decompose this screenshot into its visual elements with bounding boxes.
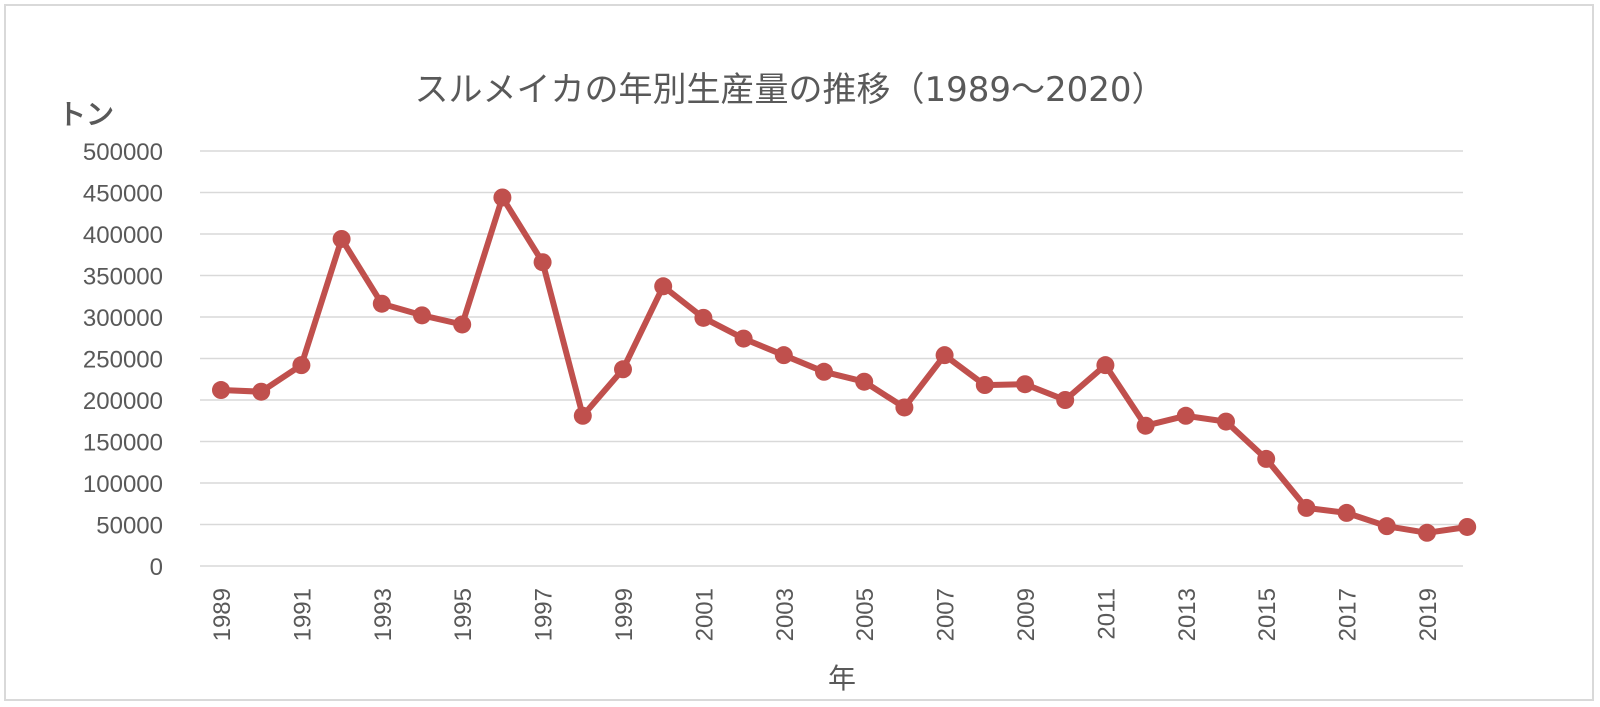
y-tick-label: 500000 bbox=[83, 139, 163, 166]
data-point bbox=[975, 376, 994, 395]
data-point bbox=[815, 362, 833, 381]
y-tick-label: 200000 bbox=[83, 388, 163, 415]
x-tick-label: 1997 bbox=[531, 588, 558, 641]
data-point bbox=[252, 382, 271, 401]
data-point bbox=[1337, 503, 1356, 522]
y-tick-label: 300000 bbox=[83, 305, 163, 332]
gridlines bbox=[200, 150, 1463, 567]
x-tick-label: 2019 bbox=[1415, 588, 1442, 641]
y-tick-label: 50000 bbox=[96, 513, 163, 540]
data-point bbox=[372, 294, 391, 313]
x-tick-label: 2011 bbox=[1093, 588, 1120, 640]
data-point bbox=[453, 315, 472, 334]
data-point bbox=[935, 346, 954, 365]
data-point bbox=[533, 253, 552, 272]
x-tick-label: 2015 bbox=[1254, 588, 1281, 641]
data-point bbox=[654, 277, 673, 296]
y-tick-label: 150000 bbox=[83, 430, 163, 457]
data-point bbox=[1458, 517, 1477, 536]
data-point bbox=[1257, 449, 1276, 468]
y-tick-label: 350000 bbox=[83, 264, 163, 291]
data-point bbox=[855, 372, 874, 391]
x-tick-label: 1995 bbox=[450, 588, 477, 641]
chart-frame bbox=[4, 4, 1594, 701]
x-tick-label: 2001 bbox=[691, 588, 718, 641]
data-point bbox=[734, 329, 753, 348]
y-tick-label: 400000 bbox=[83, 222, 163, 249]
y-axis-ticks: 0 50000 100000 150000 200000 250000 300000 3500… bbox=[83, 139, 163, 581]
data-point bbox=[1056, 391, 1075, 409]
data-point bbox=[1016, 375, 1034, 394]
data-point bbox=[573, 406, 592, 425]
x-tick-label: 1993 bbox=[370, 588, 397, 641]
x-tick-label: 2017 bbox=[1335, 588, 1362, 641]
data-point bbox=[413, 306, 431, 325]
x-axis-ticks: 1989 1991 1993 1995 1997 1999 2001 2003 2005 2007… bbox=[209, 588, 1442, 641]
y-tick-label: 0 bbox=[150, 554, 163, 581]
x-tick-label: 1991 bbox=[289, 588, 316, 641]
y-tick-label: 100000 bbox=[83, 471, 163, 498]
data-point bbox=[1136, 416, 1155, 435]
data-point bbox=[1377, 517, 1396, 536]
x-tick-label: 2003 bbox=[772, 588, 799, 641]
data-point bbox=[493, 188, 512, 207]
x-tick-label: 2007 bbox=[933, 588, 960, 641]
data-point bbox=[1217, 412, 1235, 431]
y-tick-label: 250000 bbox=[83, 347, 163, 374]
data-series bbox=[212, 188, 1477, 542]
data-point bbox=[332, 229, 351, 248]
data-point bbox=[1096, 356, 1115, 375]
x-axis-label: 年 bbox=[828, 662, 856, 695]
x-tick-label: 2005 bbox=[852, 588, 879, 641]
data-point bbox=[1418, 523, 1436, 542]
data-point bbox=[292, 356, 311, 375]
chart-title: スルメイカの年別生産量の推移（1989～2020） bbox=[414, 70, 1165, 110]
x-tick-label: 2009 bbox=[1013, 588, 1040, 641]
data-point bbox=[1176, 406, 1195, 425]
data-point bbox=[895, 398, 914, 417]
data-point bbox=[1297, 498, 1316, 517]
data-point bbox=[614, 360, 632, 379]
x-tick-label: 1989 bbox=[209, 588, 236, 641]
y-tick-label: 450000 bbox=[83, 181, 163, 208]
x-tick-label: 2013 bbox=[1174, 588, 1201, 641]
data-point bbox=[212, 381, 230, 400]
y-axis-unit-label: トン bbox=[58, 98, 114, 131]
data-point bbox=[774, 346, 793, 365]
x-tick-label: 1999 bbox=[611, 588, 638, 641]
data-point bbox=[694, 308, 713, 327]
